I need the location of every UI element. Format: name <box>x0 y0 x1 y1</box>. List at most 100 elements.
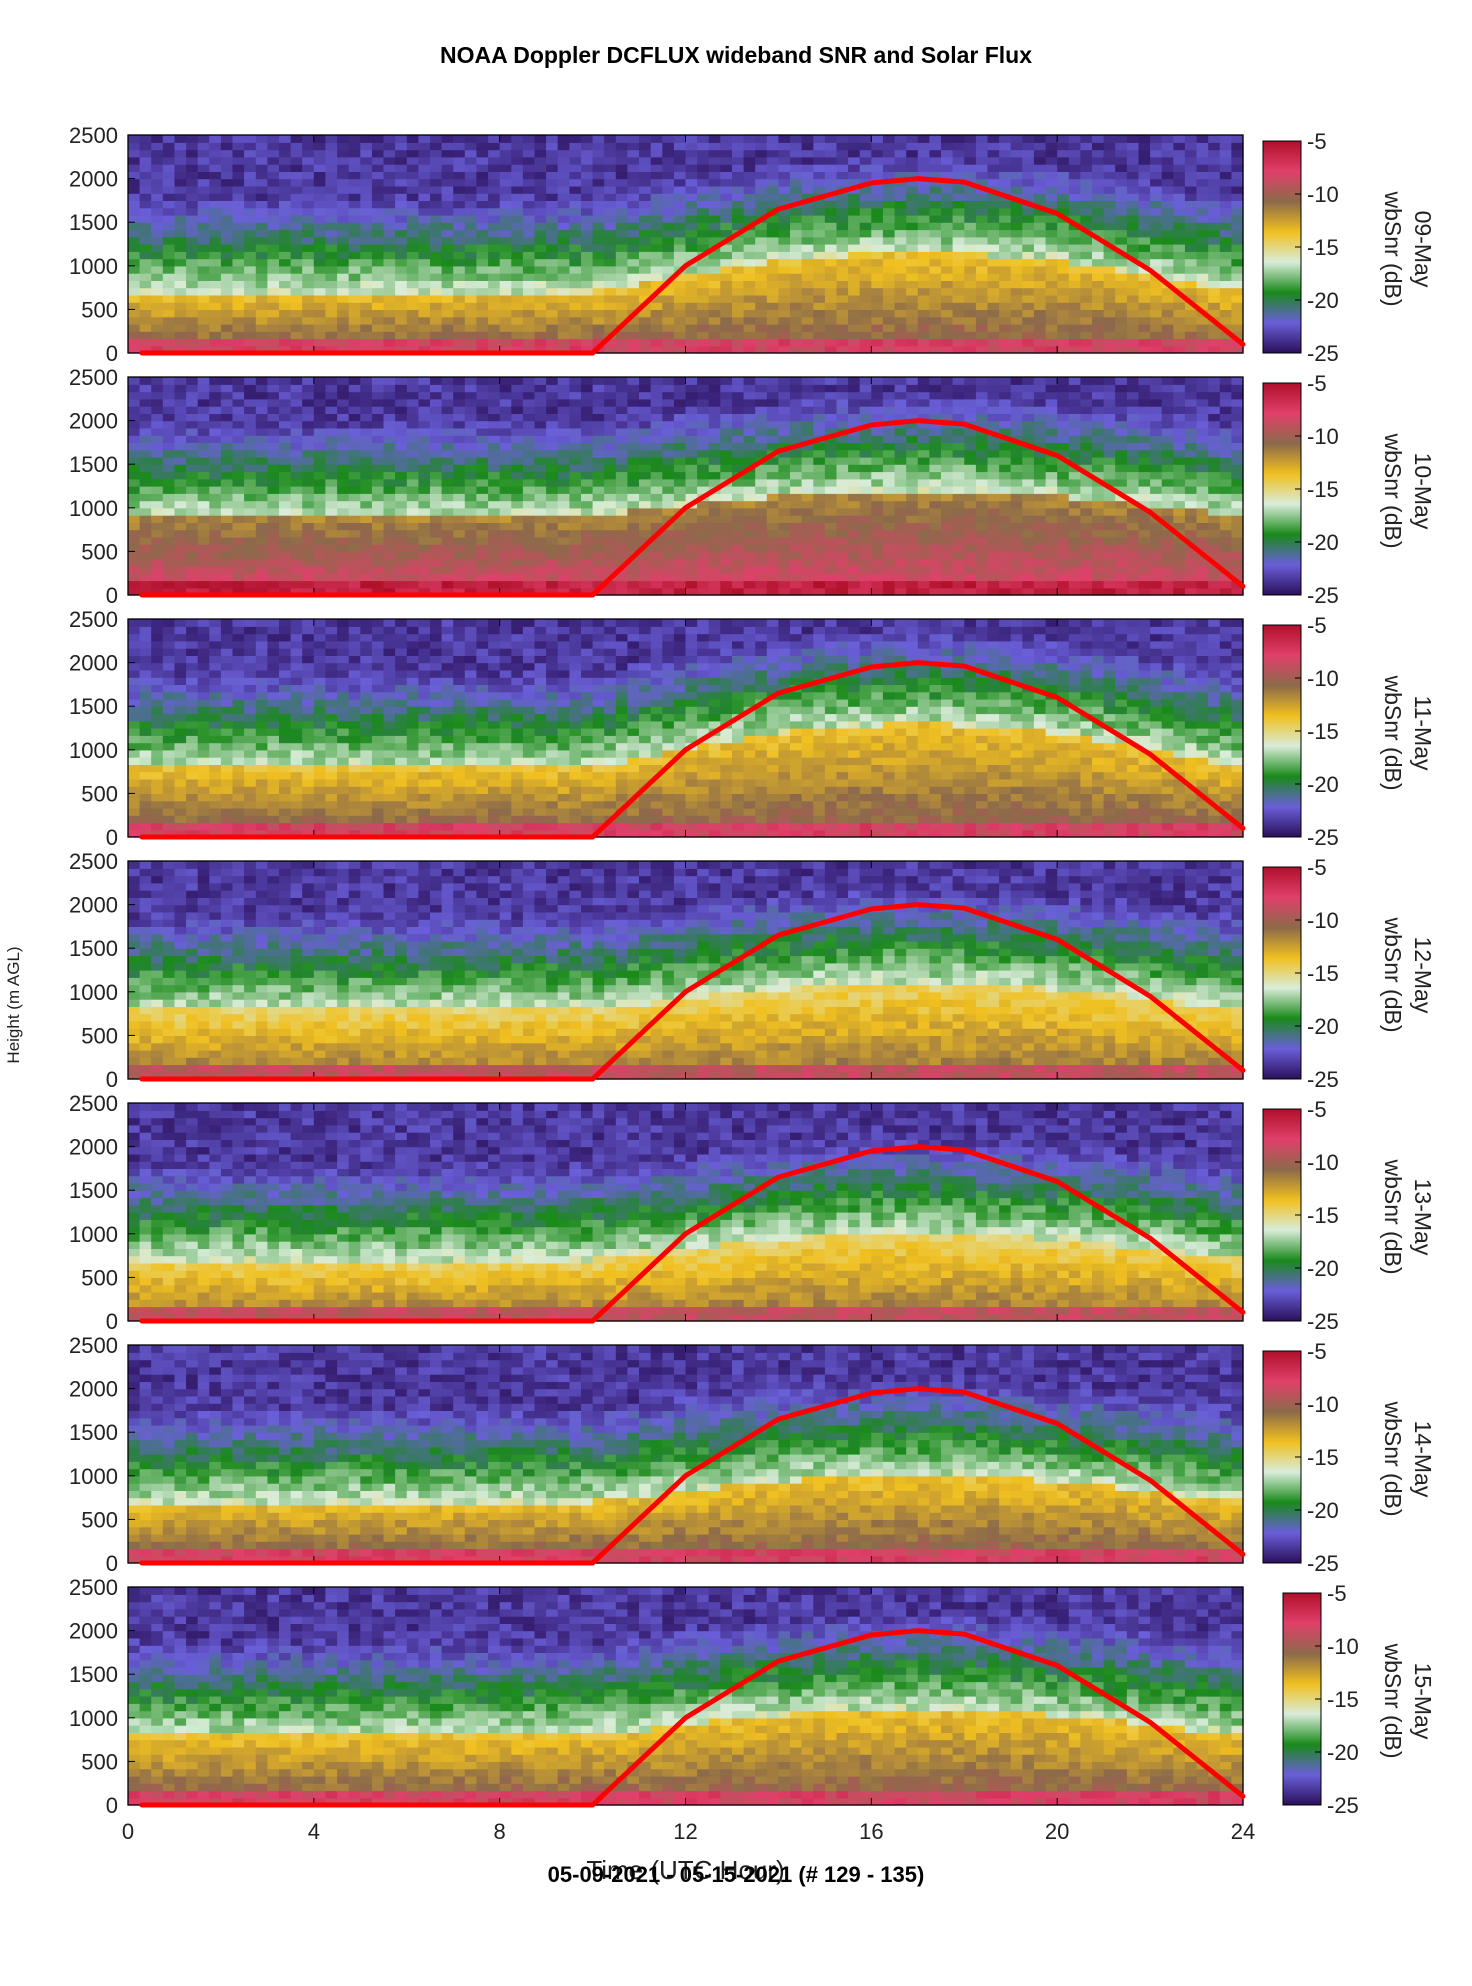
heatmap-cell <box>1150 287 1163 296</box>
heatmap-cell <box>1208 273 1221 281</box>
heatmap-cell <box>639 178 652 187</box>
heatmap-cell <box>395 427 408 436</box>
heatmap-cell <box>464 522 477 531</box>
heatmap-cell <box>557 185 570 194</box>
heatmap-cell <box>650 135 663 143</box>
heatmap-cell <box>418 471 431 480</box>
heatmap-cell <box>1092 265 1105 274</box>
heatmap-cell <box>1231 280 1244 289</box>
heatmap-cell <box>395 185 408 194</box>
heatmap-cell <box>174 565 187 574</box>
heatmap-cell <box>395 500 408 509</box>
heatmap-cell <box>267 265 280 274</box>
heatmap-cell <box>128 273 141 281</box>
heatmap-cell <box>348 413 361 422</box>
heatmap-cell <box>441 185 454 194</box>
heatmap-cell <box>813 442 826 451</box>
heatmap-cell <box>418 294 431 303</box>
heatmap-cell <box>499 464 512 473</box>
heatmap-cell <box>162 280 175 289</box>
heatmap-cell <box>778 222 791 231</box>
heatmap-cell <box>290 471 303 480</box>
heatmap-cell <box>999 164 1012 172</box>
heatmap-cell <box>836 244 849 252</box>
heatmap-cell <box>395 391 408 400</box>
heatmap-cell <box>848 331 861 340</box>
heatmap-cell <box>383 273 396 281</box>
heatmap-cell <box>581 244 594 252</box>
heatmap-cell <box>1068 200 1081 209</box>
heatmap-cell <box>430 507 443 516</box>
heatmap-cell <box>1184 338 1198 347</box>
heatmap-cell <box>813 456 826 465</box>
heatmap-cell <box>546 287 559 296</box>
heatmap-cell <box>476 185 489 194</box>
heatmap-cell <box>592 273 605 281</box>
heatmap-cell <box>639 536 652 545</box>
heatmap-cell <box>1057 294 1070 303</box>
heatmap-cell <box>488 464 501 473</box>
heatmap-cell <box>813 200 826 209</box>
heatmap-cell <box>871 244 884 252</box>
heatmap-cell <box>673 229 687 238</box>
heatmap-cell <box>255 449 268 458</box>
heatmap-cell <box>1033 207 1047 216</box>
heatmap-cell <box>534 435 547 443</box>
heatmap-cell <box>546 384 559 393</box>
heatmap-cell <box>406 544 419 552</box>
heatmap-cell <box>290 164 303 172</box>
heatmap-cell <box>592 258 605 267</box>
heatmap-cell <box>941 207 954 216</box>
heatmap-cell <box>813 398 826 407</box>
heatmap-cell <box>1080 156 1093 165</box>
heatmap-cell <box>929 135 942 143</box>
heatmap-cell <box>232 135 245 143</box>
heatmap-cell <box>639 456 652 465</box>
heatmap-cell <box>302 565 315 574</box>
heatmap-cell <box>290 507 303 516</box>
heatmap-cell <box>267 149 280 158</box>
heatmap-cell <box>244 544 257 552</box>
heatmap-cell <box>882 522 896 531</box>
heatmap-cell <box>290 156 303 165</box>
heatmap-cell <box>557 164 570 172</box>
heatmap-cell <box>348 565 361 574</box>
heatmap-cell <box>1068 265 1081 274</box>
heatmap-cell <box>906 391 919 400</box>
heatmap-cell <box>1057 171 1070 180</box>
heatmap-cell <box>1092 345 1105 354</box>
heatmap-cell <box>581 316 594 325</box>
heatmap-cell <box>337 427 350 436</box>
heatmap-cell <box>197 551 210 560</box>
heatmap-cell <box>441 565 454 574</box>
heatmap-cell <box>139 338 152 347</box>
heatmap-cell <box>511 478 524 487</box>
heatmap-cell <box>1010 251 1023 260</box>
heatmap-cell <box>662 377 675 385</box>
heatmap-cell <box>186 273 199 281</box>
heatmap-cell <box>848 442 861 451</box>
heatmap-cell <box>882 164 896 172</box>
heatmap-cell <box>755 149 768 158</box>
heatmap-cell <box>511 149 524 158</box>
heatmap-cell <box>534 280 547 289</box>
heatmap-cell <box>964 309 977 318</box>
heatmap-cell <box>337 384 350 393</box>
heatmap-cell <box>848 544 861 552</box>
heatmap-cell <box>824 507 838 516</box>
heatmap-cell <box>778 178 791 187</box>
heatmap-cell <box>186 551 199 560</box>
heatmap-cell <box>383 500 396 509</box>
heatmap-cell <box>824 587 838 596</box>
heatmap-cell <box>186 258 199 267</box>
heatmap-cell <box>836 406 849 414</box>
heatmap-cell <box>685 580 698 589</box>
heatmap-cell <box>801 244 814 252</box>
heatmap-cell <box>476 345 489 354</box>
heatmap-cell <box>906 171 919 180</box>
heatmap-cell <box>557 149 570 158</box>
heatmap-cell <box>662 573 675 582</box>
heatmap-cell <box>859 384 872 393</box>
heatmap-cell <box>557 515 570 523</box>
heatmap-cell <box>348 164 361 172</box>
